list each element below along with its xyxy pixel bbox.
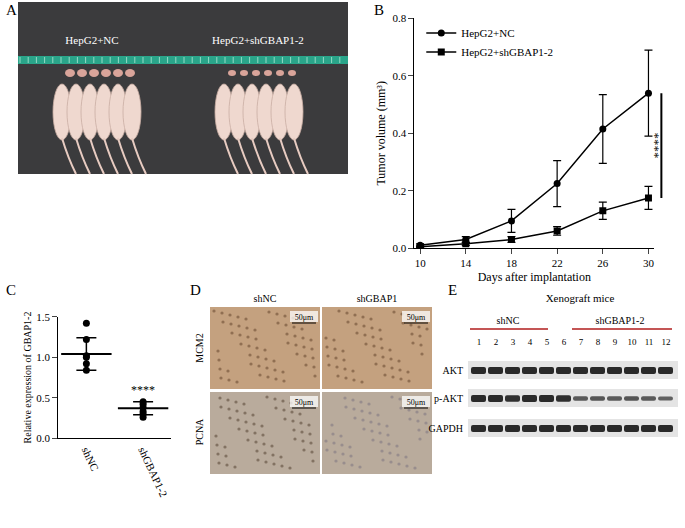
svg-text:50μm: 50μm bbox=[295, 313, 314, 322]
svg-text:10: 10 bbox=[628, 337, 638, 347]
svg-text:4: 4 bbox=[528, 337, 533, 347]
svg-text:11: 11 bbox=[645, 337, 654, 347]
svg-text:12: 12 bbox=[662, 337, 671, 347]
svg-text:A: A bbox=[6, 2, 17, 18]
svg-text:0.0: 0.0 bbox=[36, 432, 50, 444]
svg-text:0.6: 0.6 bbox=[392, 70, 406, 82]
svg-text:MCM2: MCM2 bbox=[194, 333, 205, 362]
svg-text:1: 1 bbox=[477, 337, 482, 347]
svg-text:18: 18 bbox=[506, 257, 517, 269]
svg-text:shGBAP1: shGBAP1 bbox=[357, 293, 398, 304]
svg-text:p-AKT: p-AKT bbox=[434, 393, 463, 404]
svg-text:0.4: 0.4 bbox=[392, 127, 406, 139]
svg-text:50μm: 50μm bbox=[407, 398, 426, 407]
svg-text:1.0: 1.0 bbox=[36, 351, 50, 363]
svg-text:6: 6 bbox=[562, 337, 567, 347]
svg-text:0.5: 0.5 bbox=[36, 392, 50, 404]
svg-text:E: E bbox=[448, 282, 457, 298]
svg-text:0.2: 0.2 bbox=[392, 185, 406, 197]
svg-text:Days after implantation: Days after implantation bbox=[478, 270, 591, 284]
svg-text:50μm: 50μm bbox=[407, 313, 426, 322]
svg-text:AKT: AKT bbox=[442, 365, 463, 376]
svg-text:shNC: shNC bbox=[497, 315, 520, 326]
svg-text:HepG2+NC: HepG2+NC bbox=[461, 27, 514, 39]
svg-text:9: 9 bbox=[613, 337, 618, 347]
svg-text:GAPDH: GAPDH bbox=[429, 423, 463, 434]
svg-text:C: C bbox=[6, 282, 16, 298]
svg-text:8: 8 bbox=[596, 337, 601, 347]
svg-text:shNC: shNC bbox=[80, 445, 101, 473]
svg-text:14: 14 bbox=[460, 257, 472, 269]
svg-text:3: 3 bbox=[511, 337, 516, 347]
svg-text:HepG2+shGBAP1-2: HepG2+shGBAP1-2 bbox=[461, 46, 553, 58]
svg-text:D: D bbox=[190, 282, 201, 298]
svg-text:0.8: 0.8 bbox=[392, 12, 406, 24]
svg-text:shNC: shNC bbox=[254, 293, 277, 304]
svg-text:HepG2+NC: HepG2+NC bbox=[65, 34, 118, 46]
svg-text:****: **** bbox=[131, 383, 155, 397]
svg-text:****: **** bbox=[650, 132, 665, 158]
svg-text:Tumor volume (mm³): Tumor volume (mm³) bbox=[374, 81, 388, 186]
svg-text:10: 10 bbox=[415, 257, 427, 269]
svg-text:shGBAP1-2: shGBAP1-2 bbox=[596, 315, 645, 326]
svg-text:1.5: 1.5 bbox=[36, 311, 50, 323]
svg-text:Relative expression of GBAP1-2: Relative expression of GBAP1-2 bbox=[22, 312, 33, 444]
svg-text:0.0: 0.0 bbox=[392, 242, 406, 254]
svg-text:22: 22 bbox=[552, 257, 563, 269]
svg-text:HepG2+shGBAP1-2: HepG2+shGBAP1-2 bbox=[212, 34, 304, 46]
svg-text:B: B bbox=[374, 2, 384, 18]
svg-text:30: 30 bbox=[643, 257, 655, 269]
svg-text:Xenograft mice: Xenograft mice bbox=[546, 292, 615, 304]
svg-text:7: 7 bbox=[579, 337, 584, 347]
svg-text:2: 2 bbox=[494, 337, 499, 347]
svg-text:shGBAP1-2: shGBAP1-2 bbox=[136, 445, 170, 499]
svg-text:26: 26 bbox=[597, 257, 609, 269]
svg-text:5: 5 bbox=[545, 337, 550, 347]
svg-text:50μm: 50μm bbox=[295, 398, 314, 407]
svg-text:PCNA: PCNA bbox=[194, 418, 205, 445]
